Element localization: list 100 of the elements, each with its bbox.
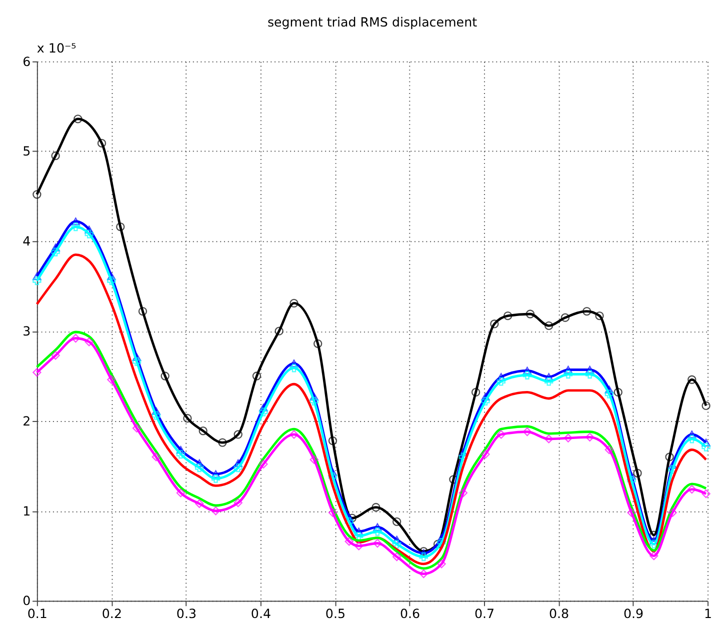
point bbox=[138, 306, 148, 316]
point bbox=[354, 532, 364, 540]
x-tick-label: 0.4 bbox=[250, 606, 271, 621]
point bbox=[585, 370, 594, 379]
point bbox=[234, 498, 242, 508]
point bbox=[259, 404, 268, 412]
point bbox=[564, 370, 573, 379]
point bbox=[595, 311, 604, 320]
point bbox=[195, 499, 204, 508]
point bbox=[97, 138, 106, 148]
point bbox=[392, 517, 402, 526]
point bbox=[437, 538, 446, 547]
point bbox=[176, 488, 186, 498]
point bbox=[344, 513, 354, 522]
point bbox=[211, 506, 220, 516]
y-tick-label: 6 bbox=[22, 54, 31, 69]
point bbox=[354, 528, 364, 536]
point bbox=[419, 569, 428, 578]
point bbox=[544, 434, 554, 444]
point bbox=[152, 452, 160, 462]
point bbox=[274, 326, 284, 336]
x-tick-label: 0.7 bbox=[474, 606, 495, 621]
point bbox=[32, 276, 42, 286]
point bbox=[71, 222, 80, 232]
point bbox=[160, 372, 170, 380]
point bbox=[176, 450, 186, 459]
point bbox=[481, 450, 490, 459]
point bbox=[419, 552, 428, 562]
point bbox=[373, 527, 382, 536]
point bbox=[183, 414, 192, 423]
point bbox=[211, 470, 220, 478]
point bbox=[132, 353, 142, 361]
point bbox=[373, 538, 382, 548]
point bbox=[198, 426, 208, 436]
point bbox=[310, 396, 318, 406]
point bbox=[688, 375, 696, 384]
point bbox=[522, 427, 532, 436]
point bbox=[259, 408, 268, 416]
point bbox=[544, 321, 554, 330]
point bbox=[490, 320, 499, 328]
point bbox=[51, 151, 60, 160]
point bbox=[702, 401, 710, 410]
point bbox=[328, 508, 338, 518]
point bbox=[51, 248, 60, 256]
point bbox=[373, 523, 382, 531]
point bbox=[544, 373, 554, 381]
point bbox=[252, 372, 262, 380]
point bbox=[582, 306, 592, 316]
point bbox=[116, 222, 125, 232]
point bbox=[458, 488, 468, 498]
x-tick-label: 0.3 bbox=[176, 606, 196, 621]
point bbox=[481, 392, 490, 401]
point bbox=[372, 502, 380, 512]
point bbox=[107, 276, 116, 286]
point bbox=[234, 430, 242, 439]
point bbox=[437, 560, 446, 568]
point bbox=[71, 218, 80, 226]
point bbox=[604, 390, 614, 398]
point bbox=[32, 190, 42, 199]
y-tick-label: 1 bbox=[22, 503, 31, 518]
point bbox=[585, 432, 594, 442]
point bbox=[585, 366, 594, 374]
point bbox=[650, 540, 658, 548]
point bbox=[354, 542, 364, 550]
point bbox=[496, 377, 506, 386]
point bbox=[51, 244, 60, 252]
point bbox=[132, 357, 142, 366]
point bbox=[328, 472, 338, 482]
y-tick-label: 5 bbox=[22, 144, 31, 159]
point bbox=[458, 448, 468, 456]
point bbox=[544, 377, 554, 386]
point bbox=[614, 388, 622, 397]
point bbox=[259, 460, 268, 468]
point bbox=[627, 476, 636, 485]
point bbox=[310, 455, 318, 464]
point bbox=[290, 430, 298, 439]
point bbox=[290, 360, 298, 368]
point bbox=[84, 230, 94, 238]
point bbox=[74, 114, 82, 124]
point bbox=[503, 311, 512, 320]
x-tick-label: 1 bbox=[704, 606, 712, 621]
point bbox=[604, 445, 614, 454]
point bbox=[84, 338, 94, 346]
point bbox=[522, 366, 532, 374]
point bbox=[313, 339, 322, 348]
point bbox=[195, 459, 204, 468]
text: x 10⁻⁵ bbox=[36, 40, 76, 56]
point bbox=[290, 298, 298, 308]
point bbox=[328, 436, 338, 446]
point bbox=[392, 540, 402, 548]
point bbox=[152, 411, 160, 420]
point bbox=[392, 552, 402, 562]
point bbox=[560, 313, 570, 322]
point bbox=[152, 407, 160, 415]
point bbox=[132, 424, 142, 433]
point bbox=[310, 392, 318, 401]
y-tick-label: 2 bbox=[22, 413, 31, 428]
point bbox=[234, 463, 242, 472]
point bbox=[218, 438, 227, 447]
point bbox=[668, 465, 677, 474]
